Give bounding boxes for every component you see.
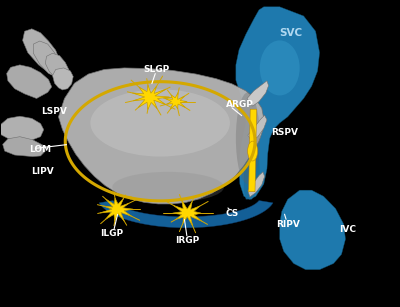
Text: RSPV: RSPV	[271, 128, 298, 137]
Polygon shape	[165, 92, 187, 109]
Ellipse shape	[260, 41, 300, 95]
Text: IVC: IVC	[339, 225, 356, 234]
Polygon shape	[100, 198, 133, 221]
Polygon shape	[7, 65, 52, 99]
Text: IRGP: IRGP	[175, 236, 199, 245]
Text: ARGP: ARGP	[226, 100, 254, 109]
Ellipse shape	[90, 89, 230, 157]
Polygon shape	[132, 85, 169, 110]
Text: ILGP: ILGP	[100, 229, 123, 238]
Polygon shape	[52, 68, 73, 90]
Polygon shape	[247, 81, 268, 106]
Polygon shape	[58, 68, 264, 204]
Polygon shape	[248, 115, 267, 141]
Polygon shape	[3, 137, 45, 157]
Polygon shape	[33, 41, 64, 81]
Text: LIPV: LIPV	[31, 167, 54, 176]
Text: SLGP: SLGP	[143, 65, 169, 74]
Text: SVC: SVC	[279, 28, 302, 38]
Ellipse shape	[112, 172, 224, 202]
Polygon shape	[244, 135, 260, 199]
Polygon shape	[249, 109, 257, 192]
Polygon shape	[1, 116, 44, 141]
Polygon shape	[280, 190, 346, 270]
Polygon shape	[45, 53, 70, 84]
Ellipse shape	[248, 141, 258, 161]
Polygon shape	[236, 7, 320, 199]
Polygon shape	[23, 29, 60, 75]
Text: LSPV: LSPV	[42, 107, 68, 116]
Text: RIPV: RIPV	[276, 220, 300, 229]
Text: CS: CS	[225, 208, 238, 218]
Polygon shape	[99, 200, 273, 228]
Polygon shape	[173, 200, 202, 226]
Ellipse shape	[236, 92, 260, 184]
Text: LOM: LOM	[29, 145, 52, 154]
Polygon shape	[248, 172, 264, 197]
